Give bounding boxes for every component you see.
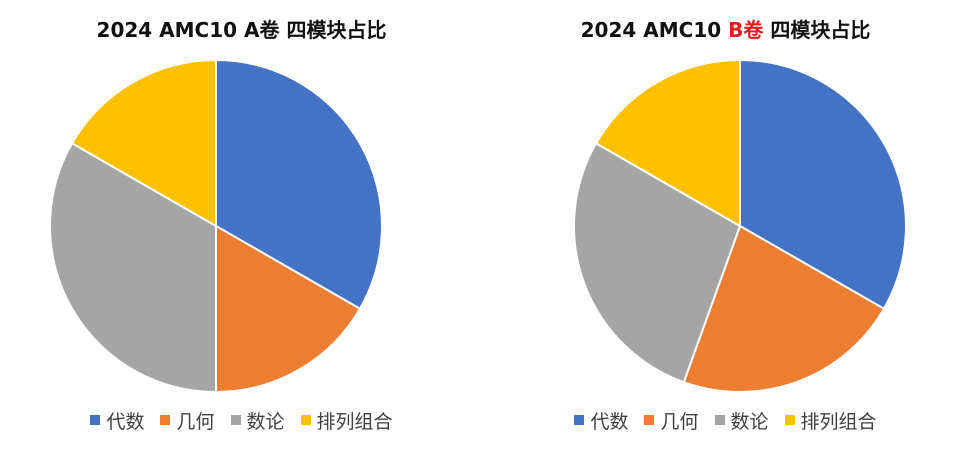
- legend-swatch: [784, 415, 795, 425]
- legend-swatch: [300, 415, 311, 425]
- legend-item-combinatorics: 排列组合: [784, 407, 877, 434]
- chart-title: 2024 AMC10 B卷 四模块占比: [484, 14, 967, 43]
- legend-label: 代数: [106, 410, 145, 433]
- title-suffix: 四模块占比: [279, 18, 387, 42]
- slice-algebra: [739, 58, 907, 311]
- pie-svg: [573, 58, 907, 393]
- title-suffix: 四模块占比: [763, 18, 871, 42]
- legend-item-algebra: 代数: [90, 407, 144, 434]
- legend-swatch: [714, 415, 725, 425]
- legend-swatch: [90, 415, 101, 425]
- pie-chart-b: 2024 AMC10 B卷 四模块占比 代数 几何 数论 排列组合: [484, 0, 967, 453]
- legend-swatch: [574, 415, 585, 425]
- pie-svg: [49, 58, 383, 394]
- legend-label: 数论: [246, 410, 285, 433]
- pie-chart-a: 2024 AMC10 A卷 四模块占比 代数 几何 数论 排列组合: [0, 0, 483, 453]
- title-prefix: 2024 AMC10: [96, 18, 245, 42]
- legend: 代数 几何 数论 排列组合: [0, 407, 483, 433]
- legend: 代数 几何 数论 排列组合: [484, 407, 967, 433]
- legend-label: 排列组合: [316, 410, 393, 433]
- legend-item-algebra: 代数: [574, 407, 628, 434]
- chart-title: 2024 AMC10 A卷 四模块占比: [0, 14, 483, 43]
- legend-label: 几何: [176, 410, 215, 433]
- title-plain: A卷: [244, 18, 280, 42]
- legend-label: 几何: [660, 410, 699, 433]
- legend-swatch: [644, 415, 655, 425]
- legend-item-number-theory: 数论: [714, 407, 769, 434]
- legend-swatch: [230, 415, 241, 425]
- slice-combinatorics: [70, 58, 217, 228]
- legend-item-number-theory: 数论: [230, 407, 285, 434]
- title-prefix: 2024 AMC10: [580, 18, 729, 42]
- slice-geometry: [215, 224, 362, 394]
- legend-item-geometry: 几何: [160, 407, 215, 434]
- legend-label: 数论: [730, 410, 769, 433]
- legend-item-combinatorics: 排列组合: [300, 407, 393, 434]
- slice-geometry: [682, 224, 886, 393]
- legend-item-geometry: 几何: [644, 407, 699, 434]
- legend-label: 代数: [590, 410, 629, 433]
- slice-number-theory: [49, 141, 217, 394]
- legend-label: 排列组合: [800, 410, 877, 433]
- title-accent: B卷: [728, 18, 764, 42]
- slice-algebra: [215, 58, 383, 311]
- legend-swatch: [160, 415, 171, 425]
- slice-combinatorics: [594, 58, 741, 228]
